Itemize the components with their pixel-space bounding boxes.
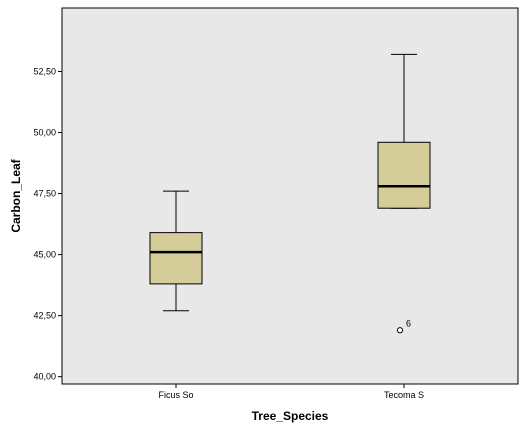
x-tick-label: Tecoma S <box>384 390 424 400</box>
plot-area <box>61 7 519 385</box>
y-tick-label: 50,00 <box>33 128 56 138</box>
box-2: 6 <box>377 53 431 334</box>
boxes: 6 <box>149 53 431 334</box>
outlier-label: 6 <box>406 318 411 328</box>
iqr-box <box>377 141 431 209</box>
outlier-point <box>396 327 404 334</box>
y-tick-label: 45,00 <box>33 250 56 260</box>
x-axis: Ficus So Tecoma S <box>158 384 424 400</box>
y-tick-label: 52,50 <box>33 66 56 76</box>
y-tick-label: 42,50 <box>33 311 56 321</box>
iqr-box <box>149 232 203 285</box>
x-axis-title: Tree_Species <box>252 409 329 423</box>
y-axis: 40,00 42,50 45,00 47,50 50,00 52,50 <box>33 66 62 382</box>
x-tick-label: Ficus So <box>158 390 193 400</box>
y-tick-label: 47,50 <box>33 189 56 199</box>
box-1 <box>149 190 203 312</box>
y-axis-title: Carbon_Leaf <box>9 158 23 232</box>
y-tick-label: 40,00 <box>33 372 56 382</box>
